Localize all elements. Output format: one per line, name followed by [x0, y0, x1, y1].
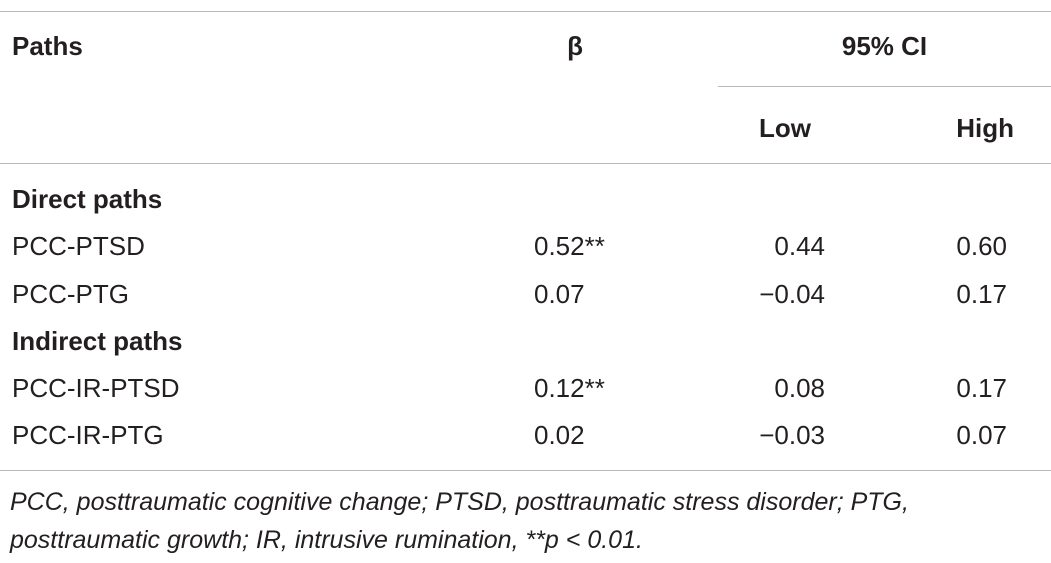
header-paths: Paths	[12, 31, 83, 61]
row-path: PCC-IR-PTG	[12, 420, 164, 450]
row-low: 0.08	[774, 373, 825, 403]
row-beta: 0.07	[534, 279, 585, 309]
row-beta: 0.52**	[534, 231, 605, 261]
header-beta: β	[567, 31, 583, 61]
top-rule	[0, 11, 1051, 12]
table-footnote: PCC, posttraumatic cognitive change; PTS…	[10, 488, 909, 554]
row-high: 0.17	[956, 373, 1007, 403]
header-bottom-rule	[0, 163, 1051, 164]
header-95-ci: 95% CI	[841, 31, 928, 61]
row-low: −0.03	[759, 420, 825, 450]
row-path: PCC-IR-PTSD	[12, 373, 180, 403]
row-path: PCC-PTSD	[12, 231, 145, 261]
row-high: 0.17	[956, 279, 1007, 309]
row-beta: 0.12**	[534, 373, 605, 403]
row-low: −0.04	[759, 279, 825, 309]
row-beta: 0.02	[534, 420, 585, 450]
ci-underline	[718, 86, 1051, 87]
header-high: High	[956, 113, 1014, 143]
row-path: PCC-PTG	[12, 279, 129, 309]
section-title-indirect: Indirect paths	[12, 326, 183, 356]
header-low: Low	[759, 113, 811, 143]
section-title-direct: Direct paths	[12, 184, 163, 214]
row-low: 0.44	[774, 231, 825, 261]
table-bottom-rule	[0, 470, 1051, 471]
row-high: 0.60	[956, 231, 1007, 261]
row-high: 0.07	[956, 420, 1007, 450]
